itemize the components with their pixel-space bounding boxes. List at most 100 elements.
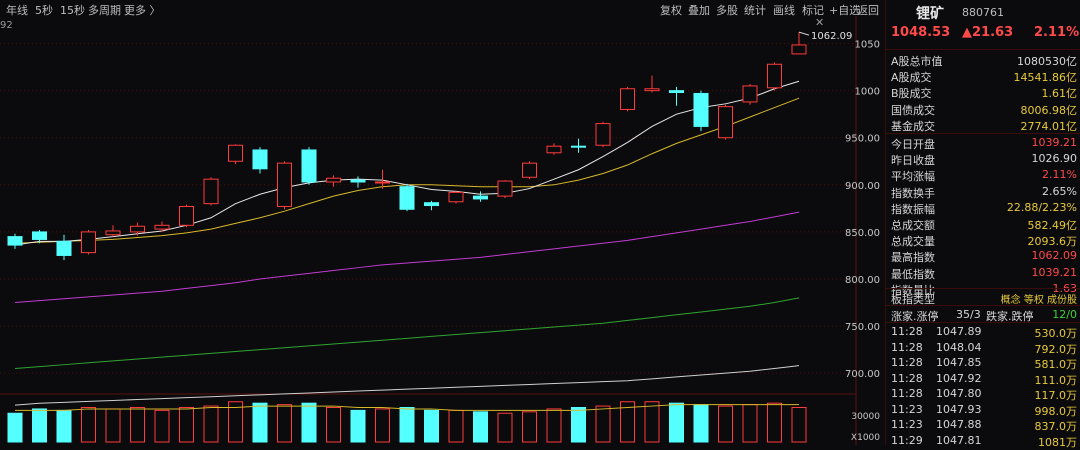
stat-value: 1.61亿 <box>1041 87 1078 101</box>
volume-label: X1000 <box>851 433 880 443</box>
period-15s-button[interactable]: 15秒 <box>60 4 85 17</box>
volume-bar <box>644 401 660 443</box>
stat-label: B股成交 <box>891 87 932 101</box>
candle-body <box>742 85 758 103</box>
stat-value: 1039.21 <box>1031 265 1078 279</box>
volume-bar <box>252 402 268 443</box>
advance-label: 涨家.涨停 <box>891 310 939 323</box>
stat-label: 国债成交 <box>891 103 935 117</box>
volume-bar <box>301 402 317 443</box>
stat-value: 2093.6万 <box>1027 235 1078 249</box>
stat-row: 指数换手 2.65% <box>891 184 1077 200</box>
stat-label: 最低指数 <box>891 267 935 281</box>
stat-row: 基金成交 2774.01亿 <box>891 117 1077 133</box>
candle-body <box>154 224 170 230</box>
stat-row: A股总市值 1080530亿 <box>891 52 1077 68</box>
stat-label: 昨日收盘 <box>891 154 935 168</box>
stat-label: 最高指数 <box>891 251 935 265</box>
tick-volume: 837.0万 <box>1034 420 1078 433</box>
y-tick-label: 700.00 <box>845 369 880 380</box>
panel-divider <box>886 322 1080 323</box>
index-code: 880761 <box>962 6 1004 19</box>
tick-volume: 581.0万 <box>1034 358 1078 371</box>
volume-bar <box>326 407 341 443</box>
candle-body <box>179 205 194 226</box>
multi-stock-button[interactable]: 多股 <box>716 4 738 17</box>
stat-row: B股成交 1.61亿 <box>891 84 1077 100</box>
candle-body <box>644 88 660 92</box>
volume-bar <box>669 402 684 443</box>
statistics-button[interactable]: 统计 <box>744 4 766 17</box>
candle-body <box>203 178 219 205</box>
decline-value: 12/0 <box>1052 308 1077 321</box>
advance-value: 35/3 <box>956 308 981 321</box>
stat-label: 总成交额 <box>891 219 935 232</box>
stat-label: 今日开盘 <box>891 138 935 151</box>
stat-row: A股成交 14541.86亿 <box>891 68 1077 84</box>
kline-chart[interactable]: 1050 1000 950.00 900.00 850.00 800.00 750.00 70… <box>0 16 884 445</box>
stat-label: 指数换手 <box>891 186 935 200</box>
tick-row: 11:28 1048.04 792.0万 <box>891 340 1077 356</box>
candle-body <box>620 88 635 110</box>
restore-rights-button[interactable]: 复权 <box>660 4 682 17</box>
volume-bar <box>81 407 96 443</box>
volume-bar <box>105 408 121 443</box>
tick-volume: 530.0万 <box>1034 327 1078 340</box>
close-icon[interactable]: ✕ <box>815 16 825 29</box>
index-name: 锂矿 <box>916 6 944 22</box>
tick-volume: 1081万 <box>1038 435 1077 449</box>
stat-label: 指数振幅 <box>891 202 935 216</box>
stat-value: 1062.09 <box>1031 249 1078 263</box>
overlay-button[interactable]: 叠加 <box>688 4 710 17</box>
stat-value: 2.65% <box>1042 184 1077 198</box>
draw-line-button[interactable]: 画线 <box>773 4 795 17</box>
period-year-button[interactable]: 年线 <box>6 4 28 17</box>
chart-toolbar: 年线 5秒 15秒 多周期 更多 〉 复权 叠加 多股 统计 画线 标记 +自选… <box>0 0 884 29</box>
stat-label: 指数量比 <box>891 283 935 297</box>
y-tick-label: 850.00 <box>845 228 880 239</box>
candle-body <box>56 240 72 256</box>
volume-bar <box>522 411 537 443</box>
tick-row: 11:28 1047.85 581.0万 <box>891 355 1077 371</box>
board-type-value[interactable]: 概念 等权 成份股 <box>1000 295 1077 306</box>
ma120-line <box>14 365 800 406</box>
y-tick-label: 950.00 <box>845 134 880 145</box>
multi-period-button[interactable]: 多周期 <box>88 4 121 17</box>
candle-body <box>718 106 733 139</box>
tick-price: 1047.88 <box>936 418 982 431</box>
candle-body <box>350 179 366 183</box>
more-button[interactable]: 更多 〉 <box>124 4 161 17</box>
stat-value: 582.49亿 <box>1027 219 1078 232</box>
volume-bar <box>154 409 170 443</box>
volume-bar <box>203 405 219 443</box>
candle-body <box>7 236 23 246</box>
tick-volume: 792.0万 <box>1034 342 1078 356</box>
stat-value: 14541.86亿 <box>1013 71 1078 85</box>
tick-price: 1047.85 <box>936 356 982 369</box>
mark-button[interactable]: 标记 <box>802 4 824 17</box>
back-button[interactable]: 返回 <box>857 4 879 17</box>
volume-bar <box>546 408 562 443</box>
tick-price: 1048.04 <box>936 340 982 354</box>
add-watchlist-button[interactable]: +自选 <box>829 4 861 17</box>
candle-body <box>32 231 47 240</box>
stat-row: 平均涨幅 2.11% <box>891 167 1077 183</box>
stat-row: 最高指数 1062.09 <box>891 248 1077 264</box>
ma5-line <box>14 80 800 246</box>
candle-body <box>522 162 537 178</box>
stat-label: A股总市值 <box>891 55 943 68</box>
volume-bar <box>473 411 488 443</box>
panel-divider <box>886 305 1080 306</box>
candle-body <box>693 92 709 127</box>
period-5s-button[interactable]: 5秒 <box>35 4 53 17</box>
volume-bar <box>718 405 733 443</box>
max-label: 1062.09 <box>811 31 852 42</box>
candle-body <box>301 149 317 183</box>
volume-label: 30000 <box>851 412 880 422</box>
tick-price: 1047.89 <box>936 325 982 338</box>
candle-body <box>791 44 807 55</box>
tick-row: 11:23 1047.93 998.0万 <box>891 402 1077 418</box>
tick-time: 11:29 <box>891 433 923 447</box>
volume-bar <box>620 401 635 443</box>
tick-volume: 111.0万 <box>1034 373 1078 387</box>
